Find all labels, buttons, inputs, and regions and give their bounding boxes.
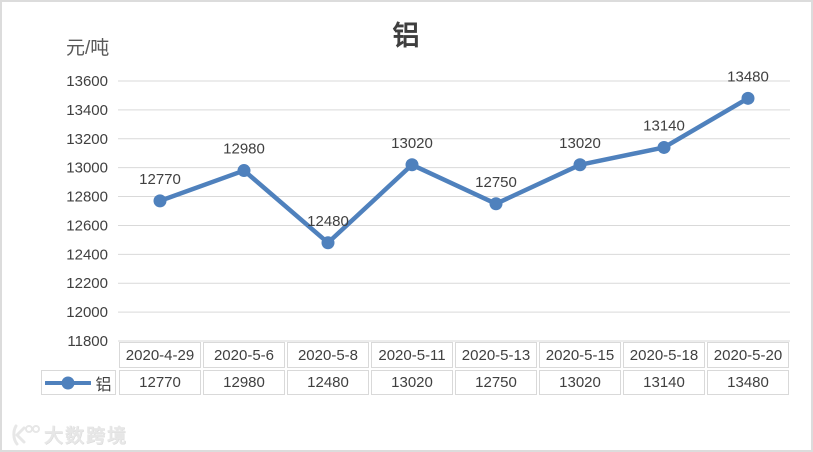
table-value-cell: 13020 <box>539 370 621 395</box>
data-point-marker <box>657 140 671 154</box>
data-point-marker <box>237 164 251 178</box>
data-point-label: 13020 <box>391 135 433 152</box>
watermark: 大数跨境 <box>10 421 128 448</box>
data-point-label: 12980 <box>223 141 265 158</box>
price-line <box>157 96 751 246</box>
table-header-cell: 2020-5-6 <box>203 342 285 368</box>
y-tick-label: 12000 <box>66 304 108 321</box>
table-value-cell: 13020 <box>371 370 453 395</box>
y-tick-label: 11800 <box>67 333 108 350</box>
table-value-cell: 13140 <box>623 370 705 395</box>
y-tick-label: 12400 <box>66 246 108 263</box>
y-axis-unit-label: 元/吨 <box>66 38 110 59</box>
table-header-cell: 2020-5-15 <box>539 342 621 368</box>
table-header-cell: 2020-5-20 <box>707 342 789 368</box>
data-point-label: 12770 <box>139 171 181 188</box>
table-value-cell: 12980 <box>203 370 285 395</box>
table-header-cell: 2020-4-29 <box>119 342 201 368</box>
legend-line-marker-icon <box>45 376 92 389</box>
y-tick-label: 13600 <box>66 73 108 90</box>
y-tick-label: 13000 <box>66 160 108 177</box>
data-point-label: 13480 <box>727 68 769 85</box>
watermark-text: 大数跨境 <box>44 426 129 447</box>
table-value-cell: 13480 <box>707 370 789 395</box>
table-value-cell: 12480 <box>287 370 369 395</box>
table-value-cell: 12750 <box>455 370 537 395</box>
watermark-logo-icon <box>12 424 40 445</box>
table-header-cell: 2020-5-8 <box>287 342 369 368</box>
y-tick-label: 13400 <box>66 102 108 119</box>
table-header-cell: 2020-5-13 <box>455 342 537 368</box>
data-point-marker <box>405 158 419 172</box>
y-tick-label: 13200 <box>66 131 108 148</box>
table-header-cell: 2020-5-11 <box>371 342 453 368</box>
data-point-label: 13020 <box>559 135 601 152</box>
data-point-label: 12480 <box>307 213 349 230</box>
table-value-cell: 12770 <box>119 370 201 395</box>
data-point-label: 13140 <box>643 117 685 134</box>
legend-label: 铝 <box>95 376 112 394</box>
chart-title: 铝 <box>392 21 421 52</box>
data-point-marker <box>153 194 167 208</box>
table-header-cell: 2020-5-18 <box>623 342 705 368</box>
data-point-marker <box>321 236 335 250</box>
data-point-label: 12750 <box>475 174 517 191</box>
y-tick-label: 12800 <box>66 189 108 206</box>
data-point-marker <box>573 158 587 172</box>
y-tick-label: 12200 <box>66 275 108 292</box>
legend-cell: 铝 <box>41 370 116 395</box>
data-point-marker <box>741 91 755 105</box>
data-point-marker <box>489 197 503 211</box>
y-tick-label: 12600 <box>66 217 108 234</box>
